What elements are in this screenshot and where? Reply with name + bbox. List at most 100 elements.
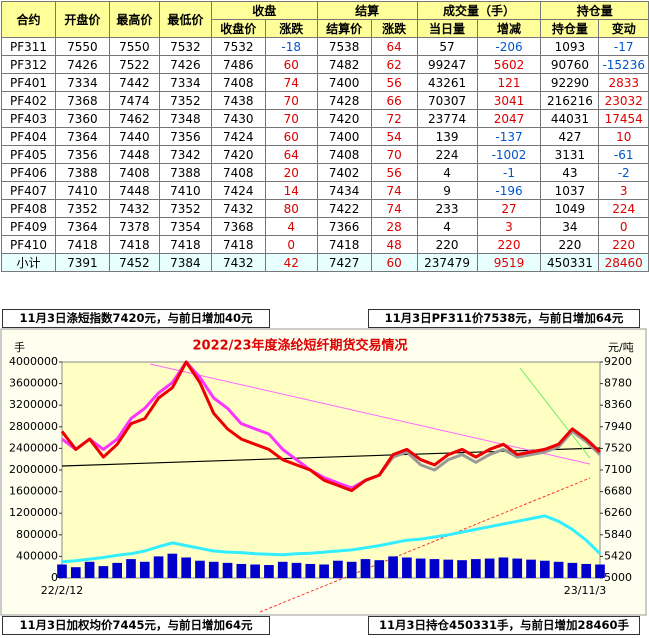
table-cell: 139 xyxy=(416,127,478,146)
table-cell: 20 xyxy=(264,163,318,182)
table-cell: 99247 xyxy=(416,55,478,74)
table-cell: 74 xyxy=(370,199,418,218)
table-cell: 7410 xyxy=(158,181,212,200)
table-row: PF312 7426 7522 7426 7486 60 7482 62 99247 5602 90… xyxy=(1,55,649,74)
banner: 11月3日涤短指数7420元，与前日增加40元 xyxy=(2,309,270,328)
table-cell: 7352 xyxy=(54,199,110,218)
volume-bar xyxy=(84,561,95,578)
table-cell: 7448 xyxy=(108,145,160,164)
table-cell: 2047 xyxy=(476,109,542,128)
volume-bar xyxy=(402,557,412,578)
column-header: 合约 xyxy=(1,1,56,38)
table-cell: 224 xyxy=(416,145,478,164)
group-header: 收盘 xyxy=(210,1,318,20)
y2-tick-label: 8360 xyxy=(604,398,632,411)
table-row: PF408 7352 7432 7352 7432 80 7422 74 233 27 1049 22… xyxy=(1,199,649,218)
volume-bar xyxy=(222,562,233,578)
table-cell: -18 xyxy=(264,37,318,56)
table-cell: 10 xyxy=(598,127,649,146)
volume-bar xyxy=(126,559,136,578)
table-cell: 60 xyxy=(264,55,318,74)
table-row: PF403 7360 7462 7348 7430 70 7420 72 23774 2047 44… xyxy=(1,109,649,128)
y-tick-label: 1600000 xyxy=(9,485,58,498)
volume-bar xyxy=(195,560,205,578)
volume-bar xyxy=(567,562,578,578)
trend-line xyxy=(519,367,591,459)
table-cell: 7364 xyxy=(54,127,110,146)
column-header: 收盘价 xyxy=(210,19,266,38)
volume-bar xyxy=(181,557,191,578)
table-cell: 62 xyxy=(370,55,418,74)
volume-bar xyxy=(139,561,150,578)
table-cell: 7356 xyxy=(54,145,110,164)
y2-tick-label: 8780 xyxy=(604,377,632,390)
header-row: 合约 开盘价 最高价 最低价 收盘 结算 成交量（手） 持仓量 xyxy=(1,1,649,38)
table-cell: 1049 xyxy=(540,199,600,218)
table-row: PF311 7550 7550 7532 7532 -18 7538 64 57 -206 1093… xyxy=(1,37,649,56)
group-header: 结算 xyxy=(316,1,418,20)
table-cell: 48 xyxy=(370,235,418,254)
table-cell: 70 xyxy=(370,145,418,164)
table-cell: 90760 xyxy=(540,55,600,74)
table-cell: 7452 xyxy=(108,253,160,272)
y-tick-label: 400000 xyxy=(16,549,58,562)
column-header: 开盘价 xyxy=(54,1,110,38)
table-cell: PF406 xyxy=(1,163,56,182)
table-cell: 92290 xyxy=(540,73,600,92)
column-header: 最低价 xyxy=(158,1,212,38)
volume-bar xyxy=(305,563,316,578)
table-cell: PF405 xyxy=(1,145,56,164)
table-cell: 7532 xyxy=(158,37,212,56)
table-cell: 7442 xyxy=(108,73,160,92)
table-cell: 7532 xyxy=(210,37,266,56)
table-cell: 7348 xyxy=(158,109,212,128)
table-cell: 14 xyxy=(264,181,318,200)
table-cell: 3131 xyxy=(540,145,600,164)
table-cell: 4 xyxy=(416,163,478,182)
column-header: 持仓量 xyxy=(540,19,600,38)
y2-tick-label: 5840 xyxy=(604,528,632,541)
volume-bar xyxy=(112,562,123,578)
table-cell: 7388 xyxy=(54,163,110,182)
table-cell: 7424 xyxy=(210,181,266,200)
x-tick-label: 22/2/12 xyxy=(41,584,83,597)
y2-tick-label: 5000 xyxy=(604,571,632,584)
volume-bar xyxy=(250,564,260,578)
table-cell: 7408 xyxy=(108,163,160,182)
table-cell: 220 xyxy=(416,235,478,254)
table-cell: 7334 xyxy=(158,73,212,92)
volume-bar xyxy=(98,566,109,578)
plot-area xyxy=(61,361,601,579)
table-cell: 220 xyxy=(476,235,542,254)
volume-bar xyxy=(457,560,467,578)
table-cell: PF311 xyxy=(1,37,56,56)
volume-bar xyxy=(167,553,178,578)
table-cell: 7352 xyxy=(158,199,212,218)
table-cell: PF409 xyxy=(1,217,56,236)
table-cell: 7426 xyxy=(158,55,212,74)
column-header: 结算价 xyxy=(316,19,372,38)
table-cell: 27 xyxy=(476,199,542,218)
y-axis-label: 手 xyxy=(14,340,25,354)
banner: 11月3日持仓450331手，与前日增加28460手 xyxy=(368,616,640,635)
table-cell: 70307 xyxy=(416,91,478,110)
volume-bar xyxy=(526,559,536,578)
table-cell: 4 xyxy=(416,217,478,236)
table-cell: 7538 xyxy=(316,37,372,56)
table-cell: 7360 xyxy=(54,109,110,128)
table-cell: 7474 xyxy=(108,91,160,110)
table-cell: 43261 xyxy=(416,73,478,92)
table-cell: 7400 xyxy=(316,73,372,92)
table-cell: PF312 xyxy=(1,55,56,74)
y-tick-label: 2400000 xyxy=(9,441,58,454)
volume-bar xyxy=(415,558,426,578)
volume-bar xyxy=(471,559,481,578)
table-cell: 0 xyxy=(264,235,318,254)
table-cell: 7408 xyxy=(210,73,266,92)
volume-bar xyxy=(291,562,302,578)
table-cell: PF410 xyxy=(1,235,56,254)
table-cell: 7354 xyxy=(158,217,212,236)
table-cell: 1037 xyxy=(540,181,600,200)
table-cell: 224 xyxy=(598,199,649,218)
table-cell: 7356 xyxy=(158,127,212,146)
